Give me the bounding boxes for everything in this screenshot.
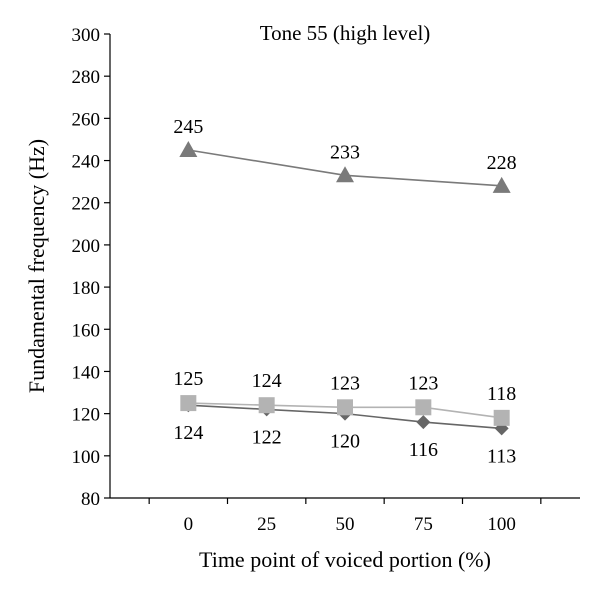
- square-marker: [415, 399, 432, 416]
- data-label-triangle: 233: [330, 141, 360, 163]
- y-tick-label: 260: [72, 109, 101, 130]
- data-label-triangle: 245: [173, 116, 203, 138]
- y-tick-label: 300: [72, 25, 101, 46]
- square-marker: [337, 399, 353, 416]
- y-ticks: 80 100 120 140 160 180 200 220 240 260 280 300: [72, 25, 110, 510]
- data-label-square: 124: [252, 370, 282, 392]
- y-tick-label: 200: [72, 236, 101, 257]
- data-label-diamond: 122: [252, 426, 282, 448]
- chart-title: Tone 55 (high level): [260, 21, 431, 45]
- data-label-square: 118: [487, 383, 516, 405]
- y-tick-label: 120: [72, 405, 101, 426]
- data-label-square: 123: [330, 372, 360, 394]
- square-marker: [258, 397, 275, 414]
- x-ticks: 0 25 50 75 100: [148, 498, 542, 535]
- data-label-diamond: 120: [330, 431, 360, 453]
- data-label-diamond: 124: [173, 422, 203, 444]
- markers: [179, 141, 511, 436]
- y-tick-label: 240: [72, 152, 101, 173]
- data-labels: 245 233 228 124 122 120 116 113 125 124 123 123 118: [173, 116, 516, 467]
- triangle-marker: [336, 166, 354, 183]
- x-tick-label: 50: [336, 514, 355, 535]
- axes: [109, 34, 580, 499]
- x-axis-title: Time point of voiced portion (%): [199, 547, 491, 572]
- y-tick-label: 100: [72, 447, 101, 468]
- y-tick-label: 140: [72, 362, 101, 383]
- diamond-marker: [416, 415, 431, 430]
- data-label-diamond: 113: [487, 445, 516, 467]
- data-label-square: 123: [408, 372, 438, 394]
- data-label-triangle: 228: [487, 152, 517, 174]
- x-tick-label: 75: [414, 514, 433, 535]
- triangle-marker: [179, 141, 198, 157]
- data-label-diamond: 116: [409, 439, 438, 461]
- y-tick-label: 280: [72, 67, 101, 88]
- x-tick-label: 100: [487, 514, 516, 535]
- x-tick-label: 0: [184, 514, 194, 535]
- x-tick-label: 25: [257, 514, 276, 535]
- y-tick-label: 80: [81, 489, 100, 510]
- square-marker: [493, 409, 510, 426]
- y-tick-label: 160: [72, 320, 101, 341]
- data-label-square: 125: [173, 368, 203, 390]
- triangle-marker: [492, 176, 511, 193]
- square-marker: [180, 395, 197, 412]
- y-tick-label: 180: [72, 278, 101, 299]
- y-axis-title: Fundamental frequency (Hz): [24, 139, 49, 393]
- y-tick-label: 220: [72, 194, 101, 215]
